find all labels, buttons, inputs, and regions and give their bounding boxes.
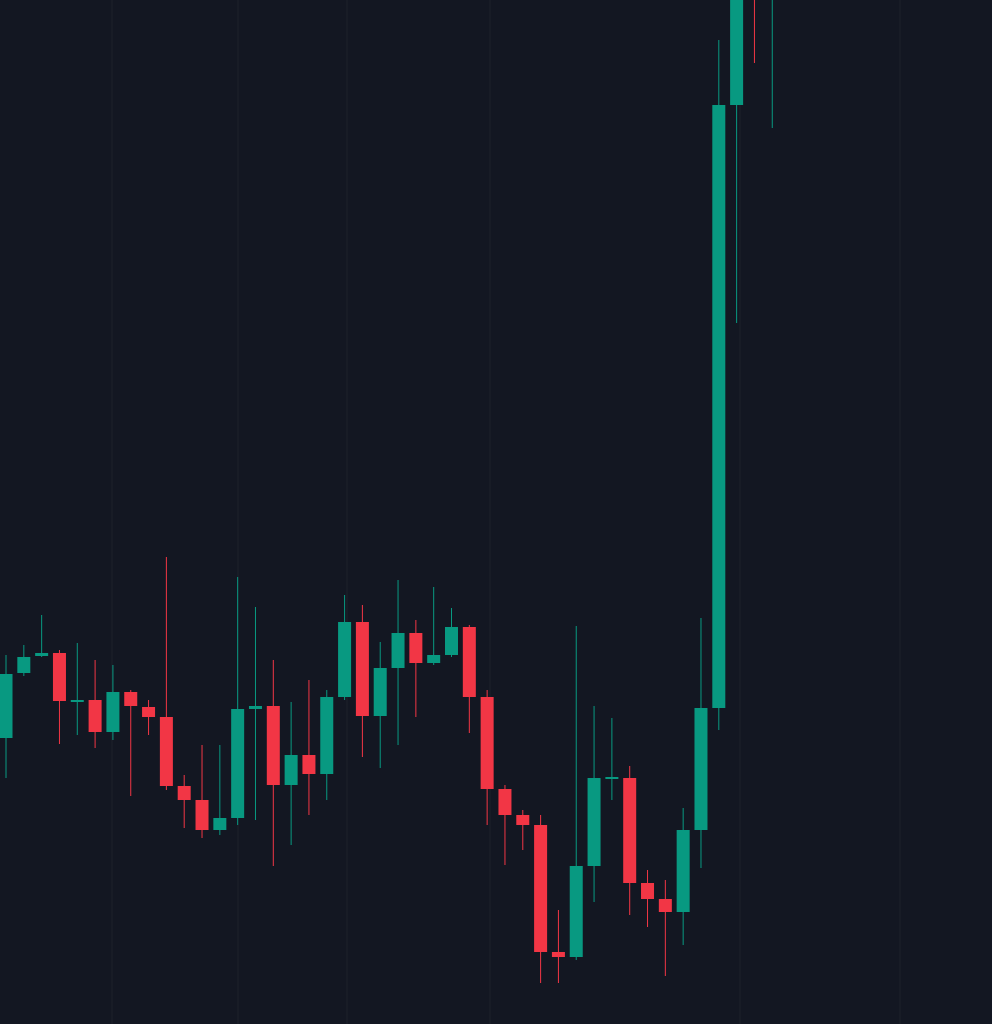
candle-body [159,717,173,786]
candle-body [231,709,245,818]
candle-body [480,697,494,789]
candle-body [641,883,655,899]
candle-body [52,653,66,701]
candle-body [35,653,49,656]
candle-body [445,627,458,655]
candle-body [462,627,476,697]
candle-body [0,674,13,738]
candle-body [427,655,441,663]
candle-body [248,706,262,709]
candle-body [213,818,227,830]
candle-body [70,700,84,702]
candle-body [534,825,548,952]
candle-body [302,755,316,774]
candle-body [266,706,280,785]
candle-body [623,778,637,883]
candle-body [338,622,352,697]
candle-body [124,692,138,706]
candle-body [587,778,601,866]
candle-body [88,700,102,732]
candle-body [320,697,334,774]
candle-body [284,755,298,785]
candle-body [730,0,744,105]
candle-body [177,786,191,800]
candle-body [551,952,565,957]
candle-body [694,708,708,830]
candle-body [106,692,120,732]
candle-body [17,657,31,673]
candle-body [391,633,405,668]
candle-body [569,866,583,957]
candle-body [409,633,423,663]
candle-body [658,899,672,912]
candle-body [676,830,690,912]
candle-body [605,777,619,779]
candle-body [712,105,726,708]
candle-body [355,622,369,716]
candle-body [373,668,387,716]
candle-body [142,707,156,717]
candle-body [516,815,530,825]
time-grid [111,0,901,1024]
candle-body [195,800,209,830]
candle-body [498,789,512,815]
